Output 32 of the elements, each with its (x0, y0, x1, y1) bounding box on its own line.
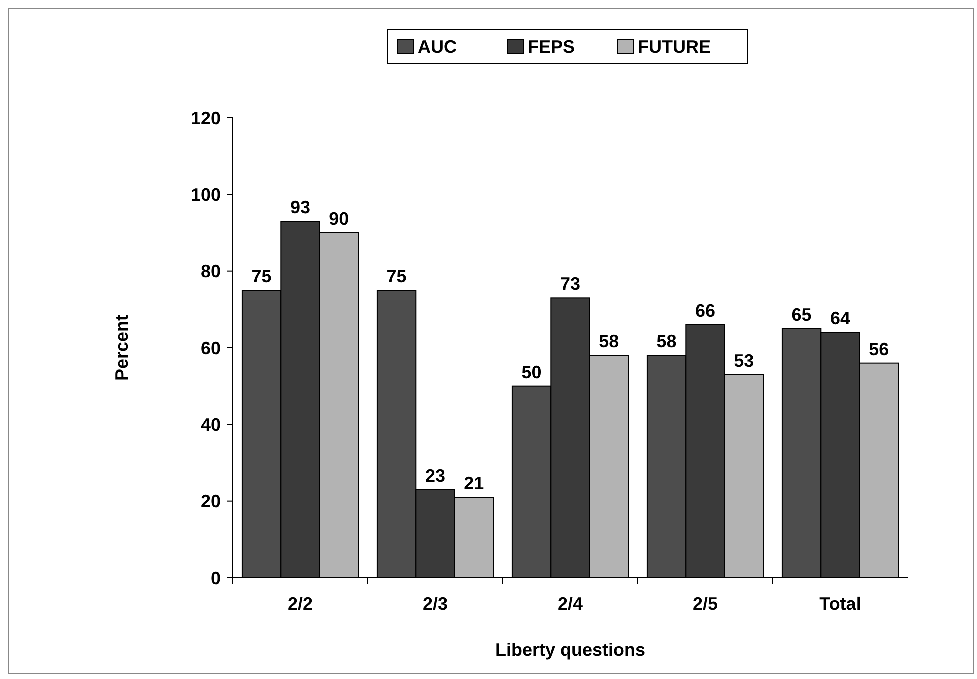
data-label: 21 (464, 474, 484, 494)
y-tick-label: 100 (190, 184, 221, 205)
data-label: 64 (830, 308, 851, 329)
data-label: 75 (386, 266, 407, 286)
data-label: 90 (329, 209, 350, 229)
legend-label: FEPS (528, 37, 576, 57)
x-tick-label: 2/3 (422, 594, 448, 614)
y-tick-label: 120 (190, 108, 221, 128)
y-tick-label: 20 (200, 492, 221, 512)
x-tick-label: Total (820, 594, 862, 614)
x-tick-label: 2/5 (692, 594, 718, 614)
legend-label: AUC (418, 37, 457, 57)
data-label: 50 (522, 362, 542, 382)
y-tick-label: 40 (200, 414, 221, 435)
data-label: 58 (599, 332, 620, 352)
y-axis-title: Percent (112, 314, 132, 382)
legend-label: FUTURE (638, 37, 711, 57)
x-axis-title: Liberty questions (495, 640, 646, 660)
data-label: 56 (869, 339, 890, 360)
x-tick-label: 2/4 (558, 594, 584, 614)
y-tick-label: 60 (200, 338, 221, 358)
y-tick-label: 0 (210, 568, 221, 588)
data-label: 75 (252, 266, 272, 286)
data-label: 58 (656, 332, 677, 352)
x-tick-label: 2/2 (288, 594, 314, 614)
data-label: 23 (425, 466, 446, 486)
data-label: 73 (560, 274, 581, 294)
data-label: 53 (734, 350, 754, 371)
data-label: 66 (695, 301, 716, 321)
y-tick-label: 80 (200, 262, 221, 282)
data-label: 65 (792, 304, 812, 325)
data-label: 93 (290, 198, 311, 218)
